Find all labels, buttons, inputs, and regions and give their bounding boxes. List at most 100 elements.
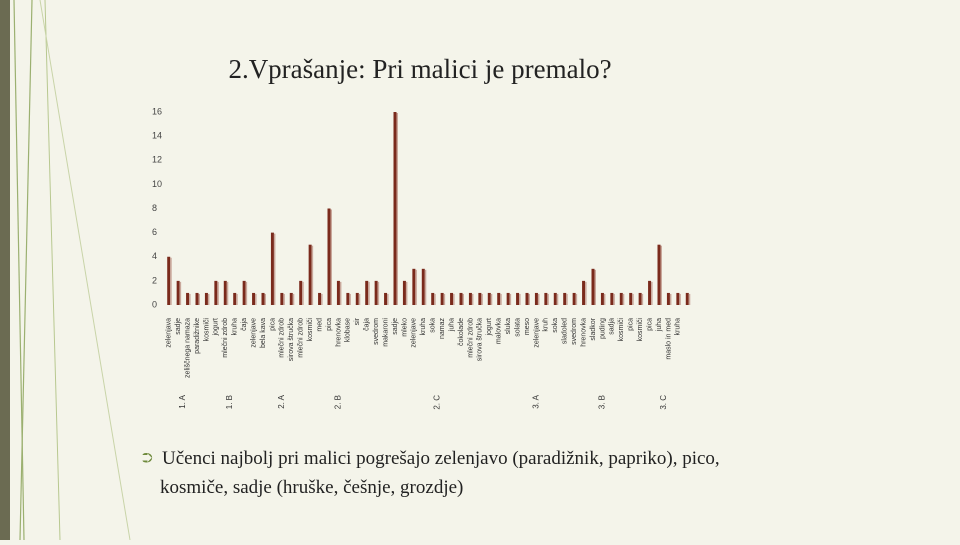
bar-shadow <box>519 293 521 305</box>
x-tick-label: hrenovka <box>335 318 342 347</box>
bar-shadow <box>264 293 266 305</box>
x-tick-label: solata <box>514 318 521 337</box>
bar <box>402 280 406 305</box>
bar <box>666 292 670 305</box>
bar <box>600 292 604 305</box>
bar <box>270 232 274 305</box>
side-band <box>0 0 10 540</box>
x-tick-label: mlečni zdrob <box>467 318 474 358</box>
x-tick-label: zelenjave <box>533 318 540 348</box>
x-tick-label: namaz <box>439 318 446 340</box>
x-tick-label: čokolade <box>458 318 465 346</box>
bar-shadow <box>255 293 257 305</box>
bar-shadow <box>556 293 559 305</box>
bar-shadow <box>622 293 625 305</box>
bar-shadow <box>509 293 512 305</box>
x-tick-label: pica <box>326 318 333 331</box>
bar <box>421 268 425 305</box>
bar <box>525 292 529 305</box>
bar <box>478 292 482 305</box>
x-tick-label: jogurt <box>213 318 220 337</box>
y-tick-label: 12 <box>152 155 162 165</box>
bar <box>374 280 378 305</box>
x-tick-label: med <box>316 318 323 332</box>
x-tick-label: jogurt <box>486 318 493 337</box>
x-tick-label: čaja <box>364 318 371 331</box>
y-tick-label: 16 <box>152 106 162 116</box>
group-label: 3. B <box>598 395 607 409</box>
x-tick-label: sir <box>354 317 361 325</box>
bar-shadow <box>594 269 596 305</box>
bar <box>431 292 435 305</box>
bar-shadow <box>632 293 634 305</box>
bar <box>393 112 397 305</box>
bar <box>233 292 237 305</box>
bar-shadow <box>547 293 549 305</box>
bar <box>544 292 548 305</box>
bar-shadow <box>236 293 238 305</box>
group-label: 3. A <box>532 394 541 408</box>
bar <box>676 292 680 305</box>
bar-shadow <box>434 293 436 305</box>
x-tick-label: sirova štručka <box>288 318 295 361</box>
bar-shadow <box>321 293 323 305</box>
bar <box>572 292 576 305</box>
y-tick-label: 2 <box>152 275 157 285</box>
x-tick-label: svedrom <box>373 318 380 345</box>
x-tick-label: mlečni zdrob <box>279 318 286 358</box>
x-tick-label: kosmiči <box>203 318 210 342</box>
bar <box>365 280 369 305</box>
bar <box>534 292 538 305</box>
deco-line <box>19 0 33 541</box>
bar-shadow <box>405 281 408 305</box>
bar <box>657 244 661 305</box>
bar-shadow <box>358 293 361 305</box>
x-tick-label: zeliščnega namaza <box>184 318 191 378</box>
x-tick-label: pica <box>269 318 276 331</box>
x-tick-label: bela kava <box>260 318 267 348</box>
y-tick-label: 4 <box>152 251 157 261</box>
bar-shadow <box>330 209 332 305</box>
x-tick-label: sadja <box>609 318 616 335</box>
x-tick-label: paradižnike <box>194 318 201 354</box>
bar <box>459 292 463 305</box>
group-label: 2. C <box>433 395 442 410</box>
bar-shadow <box>179 281 182 305</box>
x-tick-label: kruha <box>232 318 239 336</box>
x-tick-label: kosmiči <box>637 318 644 342</box>
bar <box>280 292 284 305</box>
group-label: 3. C <box>659 395 668 410</box>
bar <box>176 280 180 305</box>
bar <box>468 292 472 305</box>
bar-shadow <box>245 281 248 305</box>
x-tick-label: pica <box>646 318 653 331</box>
group-label: 1. A <box>178 394 187 408</box>
bar-shadow <box>387 293 389 305</box>
bar <box>638 292 642 305</box>
group-label: 2. B <box>334 395 343 409</box>
bar <box>355 292 359 305</box>
bar <box>327 208 331 305</box>
bar-shadow <box>641 293 644 305</box>
bar <box>412 268 416 305</box>
bar-shadow <box>349 293 351 305</box>
bar-shadow <box>688 293 691 305</box>
bar <box>619 292 623 305</box>
bar-shadow <box>443 293 446 305</box>
bar-shadow <box>462 293 464 305</box>
bar-shadow <box>575 293 578 305</box>
x-tick-label: sladkor <box>590 317 597 340</box>
bar <box>685 292 689 305</box>
y-tick-label: 8 <box>152 203 157 213</box>
x-tick-label: kosmiči <box>307 318 314 342</box>
group-label: 2. A <box>277 394 286 408</box>
bar <box>591 268 595 305</box>
bar <box>252 292 256 305</box>
x-tick-label: juha <box>448 318 455 332</box>
bar <box>506 292 510 305</box>
x-tick-label: makaroni <box>382 318 389 347</box>
x-tick-label: zelenjave <box>250 318 257 348</box>
x-tick-label: sadje <box>175 318 182 335</box>
x-tick-label: kruha <box>675 318 682 336</box>
